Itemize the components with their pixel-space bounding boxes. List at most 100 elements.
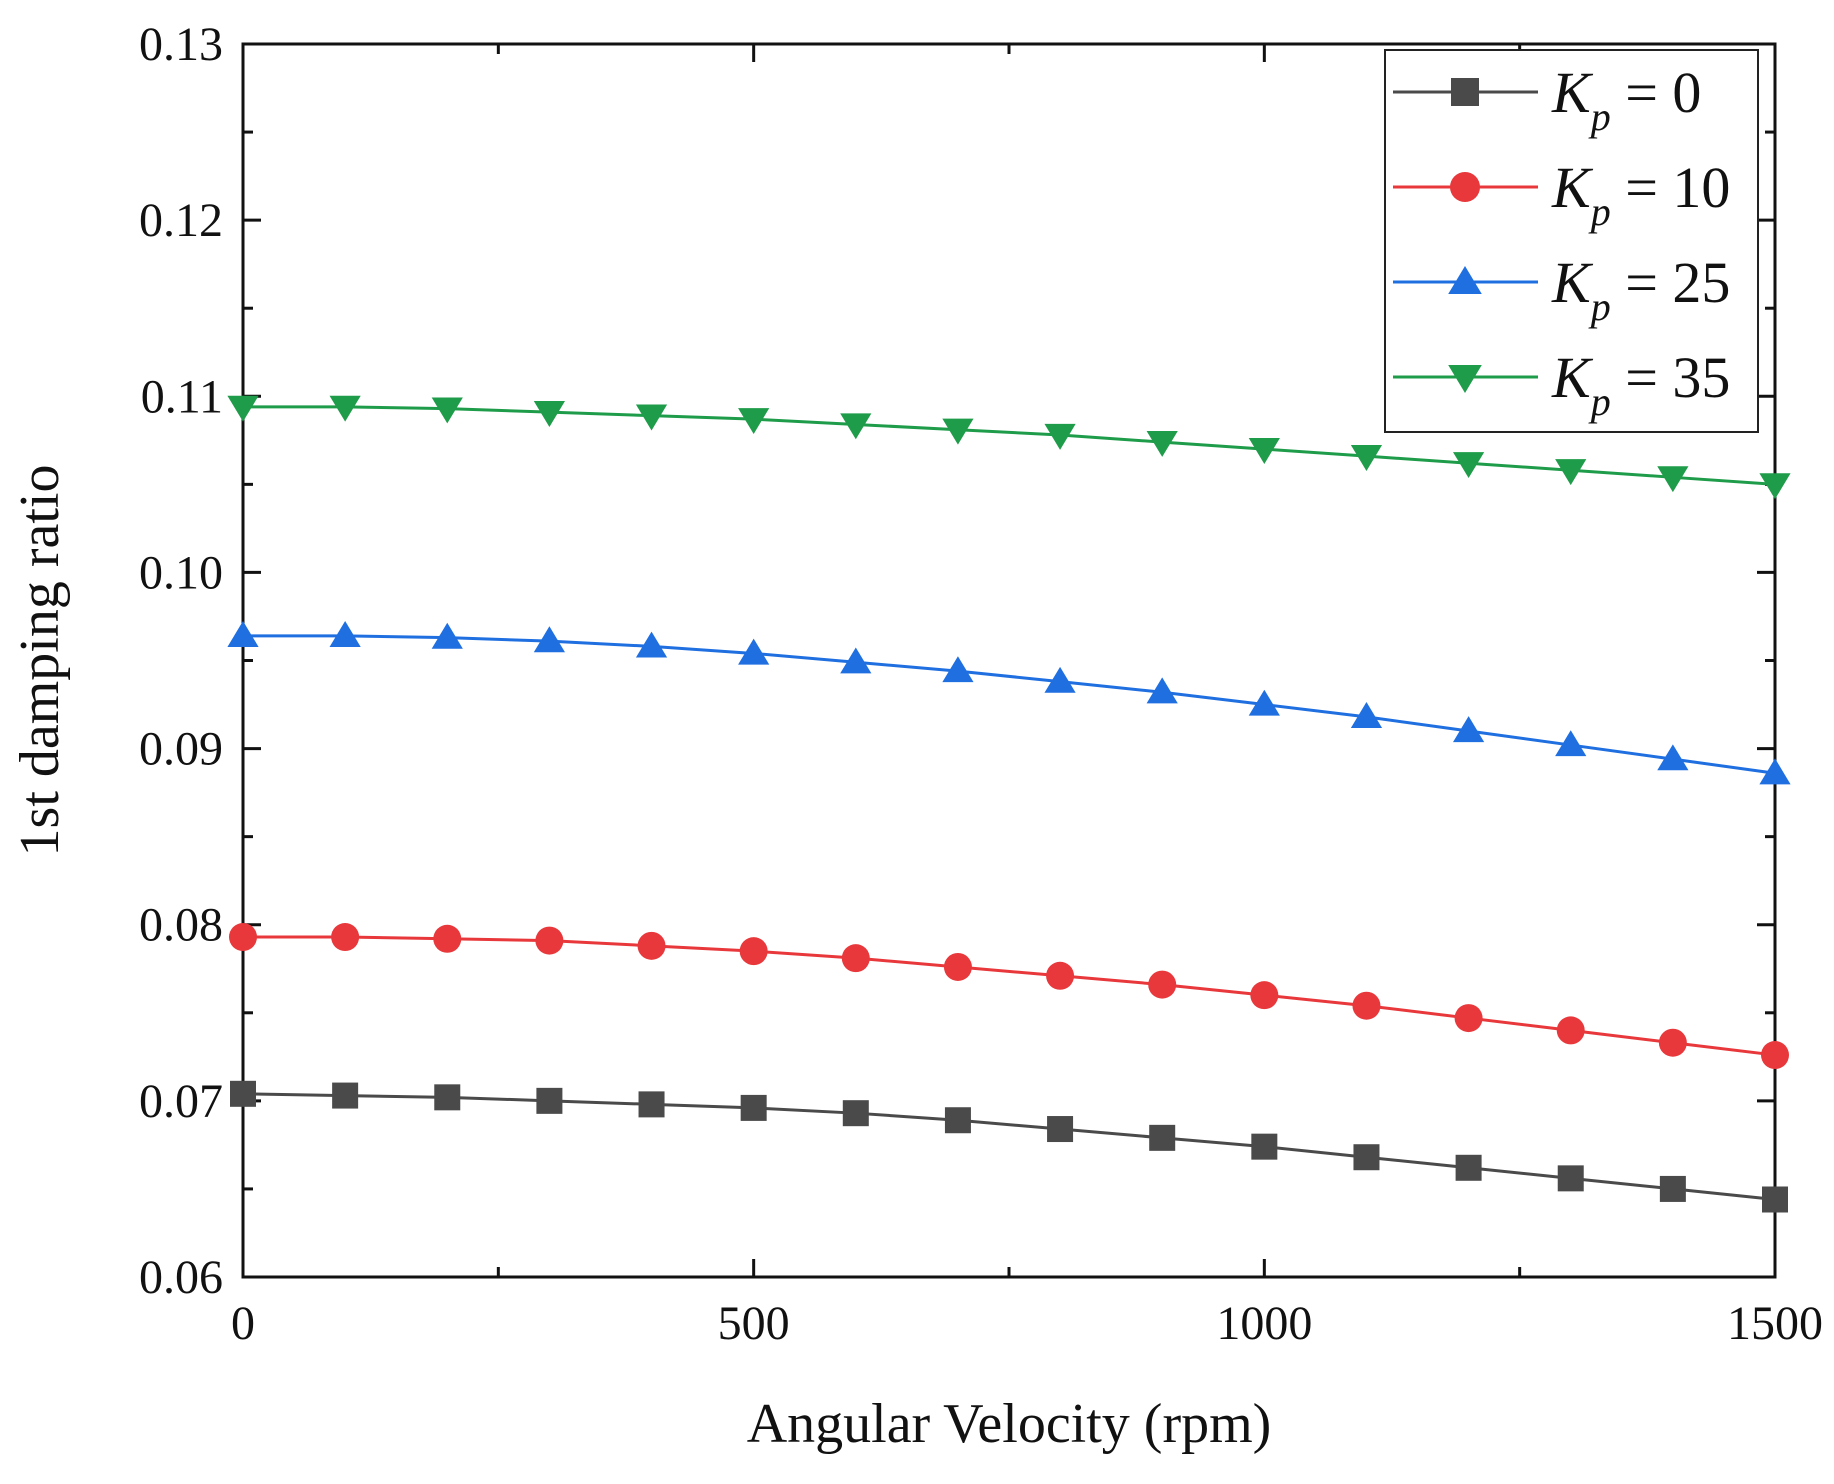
legend-symbol: K bbox=[1551, 155, 1594, 220]
series-line bbox=[242, 1092, 1776, 1201]
data-point bbox=[1453, 716, 1485, 743]
series-line bbox=[243, 935, 1776, 1057]
data-point bbox=[1251, 1133, 1278, 1160]
data-point bbox=[533, 626, 565, 653]
data-point bbox=[1044, 666, 1076, 693]
legend-marker bbox=[1450, 172, 1480, 202]
data-point bbox=[840, 647, 872, 674]
y-tick-label: 0.13 bbox=[139, 18, 223, 71]
series-1 bbox=[229, 923, 1789, 1070]
data-point bbox=[1248, 689, 1280, 716]
data-point bbox=[840, 413, 872, 440]
y-tick-label: 0.09 bbox=[139, 723, 223, 776]
y-tick-label: 0.12 bbox=[139, 194, 223, 247]
data-point bbox=[227, 395, 259, 422]
legend-symbol: K bbox=[1551, 250, 1594, 315]
data-point bbox=[738, 408, 770, 435]
legend-box bbox=[1384, 49, 1759, 433]
legend-marker bbox=[1448, 365, 1482, 393]
data-point bbox=[739, 937, 768, 966]
y-tick-label: 0.08 bbox=[139, 899, 223, 952]
data-point bbox=[431, 397, 463, 424]
legend-symbol: K bbox=[1551, 345, 1594, 410]
y-tick-label: 0.06 bbox=[139, 1251, 223, 1304]
legend-subscript: p bbox=[1588, 94, 1611, 139]
data-point bbox=[1250, 981, 1279, 1010]
data-point bbox=[1248, 438, 1280, 464]
data-point bbox=[329, 395, 361, 422]
data-point bbox=[1352, 991, 1381, 1020]
data-point bbox=[740, 1094, 767, 1121]
data-point bbox=[1146, 677, 1178, 704]
data-point bbox=[841, 944, 870, 973]
data-point bbox=[1657, 466, 1689, 493]
data-point bbox=[535, 926, 564, 955]
data-point bbox=[942, 656, 974, 683]
legend-subscript: p bbox=[1588, 284, 1611, 329]
series-line bbox=[243, 634, 1776, 775]
y-axis-title: 1st damping ratio bbox=[9, 465, 71, 857]
legend-label: Kp = 0 bbox=[1551, 60, 1701, 139]
x-tick-label: 0 bbox=[231, 1297, 255, 1350]
x-axis-title: Angular Velocity (rpm) bbox=[747, 1393, 1272, 1455]
data-point bbox=[1657, 744, 1689, 771]
legend-symbol: K bbox=[1551, 60, 1594, 125]
series-0 bbox=[230, 1080, 1788, 1213]
legend-label: Kp = 35 bbox=[1551, 345, 1730, 424]
data-point bbox=[1146, 430, 1178, 457]
y-tick-label: 0.11 bbox=[141, 370, 223, 423]
data-point bbox=[329, 621, 361, 647]
series-layer bbox=[227, 395, 1791, 1213]
data-point bbox=[942, 418, 974, 445]
series-line bbox=[243, 405, 1776, 486]
legend-marker bbox=[1451, 78, 1479, 106]
axes-layer: 0 500 1000 1500 0.06 0.07 0.08 0.09 0.10 0.11 0.12… bbox=[139, 18, 1823, 1350]
data-point bbox=[434, 1084, 461, 1111]
data-point bbox=[433, 924, 462, 953]
data-point bbox=[1557, 1165, 1584, 1192]
data-point bbox=[1044, 423, 1076, 450]
data-point bbox=[229, 923, 257, 952]
data-point bbox=[1046, 961, 1075, 990]
data-point bbox=[738, 638, 770, 665]
legend-label: Kp = 25 bbox=[1551, 250, 1730, 329]
data-point bbox=[1453, 452, 1485, 479]
data-point bbox=[1454, 1004, 1483, 1033]
legend-subscript: p bbox=[1588, 189, 1611, 234]
data-point bbox=[331, 923, 360, 952]
data-point bbox=[638, 1091, 665, 1118]
data-point bbox=[1149, 1124, 1176, 1151]
y-tick-label: 0.07 bbox=[139, 1075, 223, 1128]
legend-value: = 25 bbox=[1611, 250, 1731, 315]
data-point bbox=[1761, 1041, 1789, 1070]
data-point bbox=[635, 631, 668, 658]
legend-label: Kp = 10 bbox=[1551, 155, 1730, 234]
data-point bbox=[1762, 1186, 1788, 1213]
data-point bbox=[1353, 1144, 1380, 1171]
legend-marker bbox=[1448, 266, 1482, 294]
data-point bbox=[533, 401, 565, 427]
data-point bbox=[635, 404, 668, 431]
data-point bbox=[842, 1100, 869, 1127]
legend-value: = 0 bbox=[1611, 60, 1702, 125]
data-point bbox=[1148, 970, 1177, 999]
x-tick-label: 1500 bbox=[1727, 1297, 1823, 1350]
data-point bbox=[431, 622, 463, 649]
data-point bbox=[1659, 1175, 1686, 1202]
x-tick-label: 500 bbox=[718, 1297, 790, 1350]
series-2 bbox=[227, 621, 1791, 785]
series-3 bbox=[227, 395, 1791, 500]
data-point bbox=[230, 1080, 256, 1107]
data-point bbox=[1556, 1016, 1585, 1045]
data-point bbox=[1350, 702, 1383, 728]
data-point bbox=[1759, 473, 1791, 500]
x-tick-label: 1000 bbox=[1216, 1297, 1312, 1350]
data-point bbox=[1658, 1028, 1687, 1057]
data-point bbox=[1047, 1116, 1074, 1143]
legend-subscript: p bbox=[1588, 379, 1611, 424]
data-point bbox=[637, 931, 666, 960]
y-tick-label: 0.10 bbox=[139, 546, 223, 599]
